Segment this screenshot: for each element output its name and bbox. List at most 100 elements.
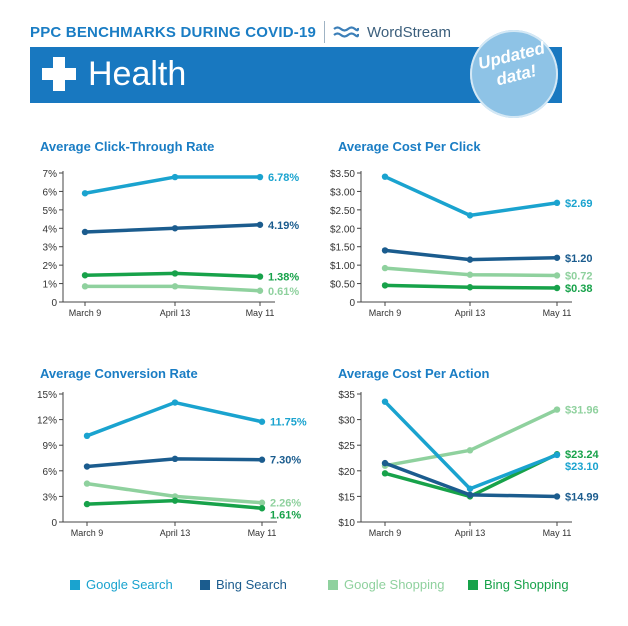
data-point [258, 418, 266, 425]
x-tick-label: April 13 [455, 308, 486, 318]
x-tick-label: May 11 [543, 528, 572, 538]
data-point [553, 199, 561, 207]
data-point [171, 399, 179, 406]
end-value-label: $23.24 [565, 449, 600, 461]
chart-title: Average Cost Per Click [338, 139, 481, 154]
end-value-label: 2.26% [270, 498, 301, 510]
y-tick-label: $1.50 [330, 243, 355, 254]
x-tick-label: May 11 [248, 528, 277, 538]
y-tick-label: $2.00 [330, 224, 355, 235]
y-tick-label: 3% [43, 243, 58, 254]
header-divider [324, 21, 326, 43]
y-tick-label: $0.50 [330, 280, 355, 291]
x-tick-label: March 9 [71, 528, 104, 538]
wordstream-logo-icon [333, 25, 360, 39]
series-line [83, 175, 262, 196]
end-value-label: 1.38% [268, 272, 299, 284]
end-value-label: 6.78% [268, 172, 299, 184]
legend-item: Google Shopping [328, 577, 444, 592]
data-point [258, 456, 266, 463]
data-point [171, 270, 179, 277]
data-point [466, 271, 474, 278]
updated-data-badge: Updated data! [470, 30, 558, 118]
x-tick-label: April 13 [160, 528, 191, 538]
data-point [81, 272, 89, 279]
data-point [83, 480, 91, 487]
data-point [171, 497, 179, 504]
data-point [258, 505, 266, 512]
data-point [256, 273, 264, 280]
end-value-label: 4.19% [268, 220, 299, 232]
y-tick-label: 1% [43, 280, 58, 291]
y-tick-label: $2.50 [330, 206, 355, 217]
legend-item: Bing Search [200, 577, 287, 592]
x-tick-label: March 9 [69, 308, 102, 318]
y-tick-label: $3.50 [330, 169, 355, 180]
end-value-label: 11.75% [270, 417, 307, 429]
data-point [256, 287, 264, 294]
data-point [83, 500, 91, 508]
y-tick-label: $35 [338, 390, 355, 401]
section-title: Health [88, 55, 187, 93]
legend-swatch [200, 579, 210, 590]
data-point [81, 228, 89, 236]
data-point [171, 455, 179, 463]
end-value-label: 7.30% [270, 455, 301, 467]
data-point [83, 432, 91, 440]
end-value-label: 1.61% [270, 510, 301, 522]
data-point [553, 493, 561, 500]
health-cross-icon [42, 57, 76, 91]
data-point [466, 485, 474, 492]
chart-legend: Google Search Bing Search Google Shopping B… [70, 577, 590, 595]
end-value-label: 0.61% [268, 286, 299, 298]
end-value-label: $14.99 [565, 491, 599, 503]
data-point [171, 283, 179, 290]
y-tick-label: $25 [338, 441, 355, 452]
y-tick-label: 9% [43, 441, 58, 452]
data-point [256, 173, 264, 181]
data-point [553, 272, 561, 279]
y-tick-label: $20 [338, 467, 355, 478]
data-point [466, 491, 474, 499]
series-line [85, 400, 264, 438]
x-tick-label: May 11 [543, 308, 572, 318]
y-tick-label: 4% [43, 224, 58, 235]
y-tick-label: 3% [43, 492, 58, 503]
data-point [258, 499, 266, 506]
y-tick-label: $30 [338, 416, 355, 427]
series-line [383, 174, 559, 218]
x-tick-label: April 13 [160, 308, 191, 318]
y-tick-label: 15% [37, 390, 57, 401]
y-tick-label: 7% [43, 169, 58, 180]
x-tick-label: March 9 [369, 528, 402, 538]
y-tick-label: 2% [43, 261, 58, 272]
data-point [381, 247, 389, 254]
data-point [381, 470, 389, 477]
y-tick-label: 0 [51, 298, 57, 309]
data-point [381, 173, 389, 180]
end-value-label: $1.20 [565, 253, 593, 265]
x-tick-label: May 11 [246, 308, 275, 318]
legend-label: Bing Shopping [484, 577, 569, 592]
report-header: PPC BENCHMARKS DURING COVID-19 WordStrea… [30, 20, 451, 44]
legend-label: Google Search [86, 577, 173, 592]
data-point [381, 264, 389, 272]
y-tick-label: $15 [338, 492, 355, 503]
y-tick-label: 5% [43, 206, 58, 217]
data-point [466, 284, 474, 291]
y-tick-label: 6% [43, 187, 58, 198]
y-tick-label: 12% [37, 416, 57, 427]
end-value-label: $0.72 [565, 270, 593, 282]
legend-item: Bing Shopping [468, 577, 569, 592]
data-point [466, 212, 474, 219]
chart-title: Average Click-Through Rate [40, 139, 214, 154]
x-tick-label: April 13 [455, 528, 486, 538]
data-point [381, 459, 389, 467]
legend-label: Google Shopping [344, 577, 445, 592]
y-tick-label: 0 [349, 298, 355, 309]
data-point [256, 221, 264, 228]
x-tick-label: March 9 [369, 308, 402, 318]
data-point [381, 398, 389, 405]
report-title: PPC BENCHMARKS DURING COVID-19 [30, 23, 317, 41]
data-point [171, 173, 179, 181]
